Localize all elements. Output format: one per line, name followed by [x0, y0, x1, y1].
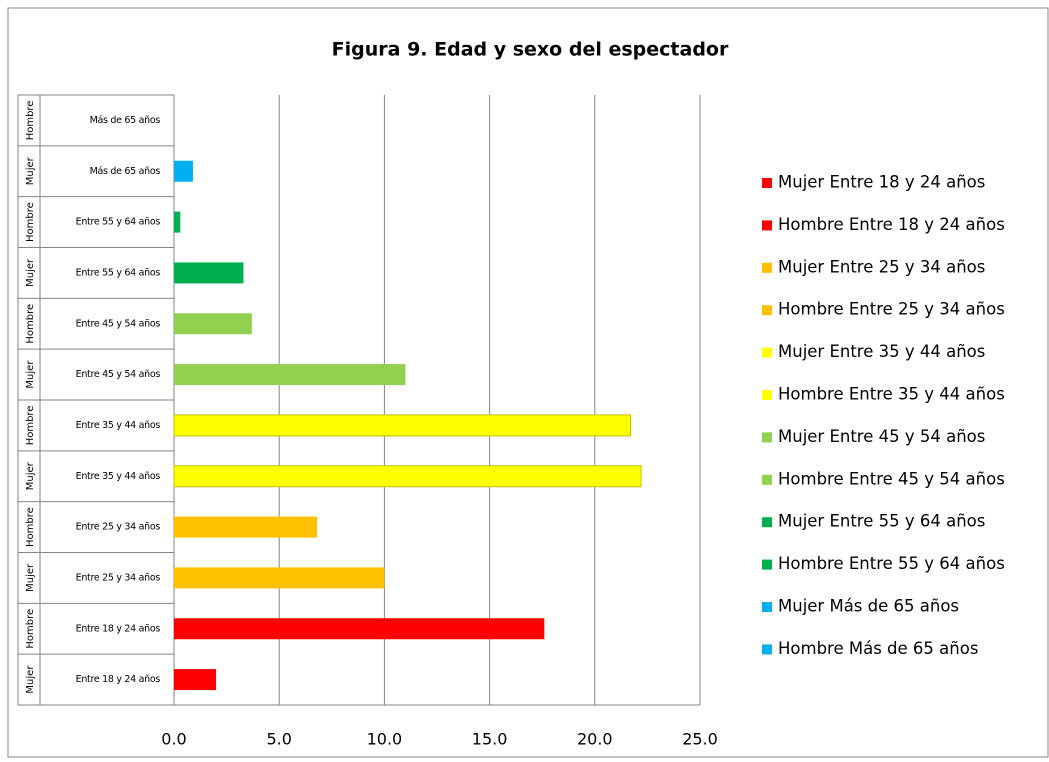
- legend-swatch: [762, 474, 772, 485]
- legend-label: Hombre Entre 18 y 24 años: [778, 215, 1005, 234]
- chart-title: Figura 9. Edad y sexo del espectador: [332, 39, 729, 61]
- category-label: Entre 55 y 64 años: [76, 217, 161, 228]
- legend-label: Hombre Entre 45 y 54 años: [778, 469, 1005, 488]
- category-group-label: Mujer: [25, 258, 36, 287]
- legend-swatch: [762, 602, 772, 612]
- legend-swatch: [762, 347, 772, 358]
- bar: [174, 567, 385, 589]
- legend-swatch: [762, 220, 772, 231]
- legend-swatch: [762, 644, 772, 655]
- category-label: Entre 35 y 44 años: [76, 471, 161, 482]
- category-label: Entre 45 y 54 años: [76, 318, 161, 329]
- category-group-label: Mujer: [25, 360, 36, 389]
- category-label: Entre 55 y 64 años: [76, 267, 161, 278]
- legend-swatch: [762, 390, 772, 400]
- legend-label: Mujer Entre 35 y 44 años: [778, 342, 985, 361]
- category-group-label: Mujer: [25, 665, 36, 694]
- legend-label: Hombre Más de 65 años: [778, 639, 978, 658]
- legend-swatch: [762, 178, 772, 188]
- bar: [174, 516, 318, 538]
- legend-swatch: [762, 305, 772, 316]
- x-tick-label: 25.0: [682, 730, 718, 749]
- category-label: Entre 25 y 34 años: [76, 522, 161, 533]
- bar: [174, 262, 244, 284]
- legend-label: Hombre Entre 25 y 34 años: [778, 300, 1005, 319]
- legend-swatch: [762, 517, 772, 528]
- legend-swatch: [762, 262, 772, 273]
- x-tick-label: 5.0: [266, 730, 291, 749]
- legend-swatch: [762, 432, 772, 443]
- category-group-label: Hombre: [25, 507, 36, 547]
- category-label: Entre 35 y 44 años: [76, 420, 161, 431]
- category-label: Más de 65 años: [90, 166, 161, 177]
- category-group-label: Mujer: [25, 461, 36, 490]
- bar: [174, 211, 181, 233]
- category-group-label: Mujer: [25, 156, 36, 185]
- legend-label: Mujer Entre 18 y 24 años: [778, 173, 985, 192]
- legend-label: Mujer Más de 65 años: [778, 597, 959, 616]
- category-label: Más de 65 años: [90, 115, 161, 126]
- legend-label: Mujer Entre 45 y 54 años: [778, 427, 985, 446]
- category-label: Entre 25 y 34 años: [76, 572, 161, 583]
- bar: [173, 414, 632, 437]
- category-group-label: Hombre: [25, 609, 36, 649]
- category-group-label: Hombre: [25, 406, 36, 446]
- category-group-label: Hombre: [25, 202, 36, 242]
- x-tick-label: 0.0: [161, 730, 186, 749]
- legend-label: Mujer Entre 25 y 34 años: [778, 257, 985, 276]
- bar: [174, 618, 545, 640]
- legend-label: Hombre Entre 35 y 44 años: [778, 385, 1005, 404]
- category-group-label: Hombre: [25, 101, 36, 141]
- bar: [174, 160, 193, 182]
- category-label: Entre 18 y 24 años: [76, 674, 161, 685]
- legend-label: Mujer Entre 55 y 64 años: [778, 512, 985, 531]
- x-tick-label: 10.0: [367, 730, 403, 749]
- x-tick-label: 20.0: [577, 730, 613, 749]
- category-group-label: Hombre: [25, 304, 36, 344]
- category-label: Entre 45 y 54 años: [76, 369, 161, 380]
- bar: [174, 669, 217, 691]
- bar: [174, 364, 406, 386]
- bar: [173, 465, 642, 488]
- legend-label: Hombre Entre 55 y 64 años: [778, 554, 1005, 573]
- category-group-label: Mujer: [25, 563, 36, 592]
- category-label: Entre 18 y 24 años: [76, 623, 161, 634]
- legend-swatch: [762, 559, 772, 570]
- bar: [174, 313, 252, 335]
- x-tick-label: 15.0: [472, 730, 508, 749]
